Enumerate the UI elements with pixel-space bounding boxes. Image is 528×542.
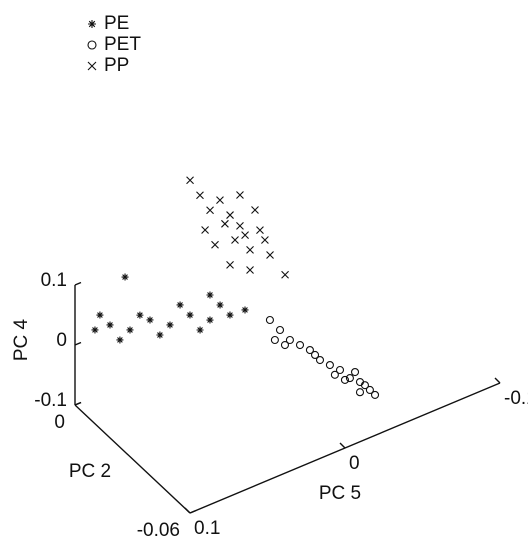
point bbox=[246, 245, 254, 254]
point bbox=[206, 206, 214, 215]
z-tick-label: 0 bbox=[56, 330, 67, 351]
point bbox=[166, 321, 174, 329]
x-axis-label: PC 5 bbox=[319, 483, 361, 504]
point bbox=[370, 390, 380, 399]
point bbox=[196, 191, 204, 200]
legend-marker bbox=[88, 20, 96, 28]
point bbox=[201, 226, 209, 234]
point bbox=[246, 266, 254, 274]
z-tick-label: 0.1 bbox=[41, 270, 67, 291]
legend-label: PE bbox=[104, 13, 129, 34]
point bbox=[325, 361, 334, 370]
y-tick-label: 0 bbox=[54, 412, 65, 433]
x-tick bbox=[184, 507, 191, 514]
point bbox=[355, 388, 365, 397]
point bbox=[270, 335, 279, 345]
point bbox=[340, 375, 350, 384]
point bbox=[236, 222, 244, 230]
point bbox=[256, 226, 264, 234]
point bbox=[146, 316, 154, 324]
point bbox=[275, 325, 285, 335]
point bbox=[251, 206, 259, 214]
y-tick-label: -0.06 bbox=[137, 520, 180, 541]
x-tick bbox=[339, 442, 346, 449]
y-tick bbox=[189, 509, 197, 514]
x-tick-label: 0 bbox=[349, 453, 360, 474]
y-axis-label: PC 2 bbox=[69, 461, 111, 482]
point bbox=[196, 326, 204, 334]
point bbox=[106, 321, 114, 329]
z-tick-label: -0.1 bbox=[34, 390, 67, 411]
legend-label: PP bbox=[104, 55, 129, 76]
point bbox=[261, 236, 269, 244]
point bbox=[186, 176, 194, 185]
z-tick bbox=[74, 341, 82, 346]
y-tick bbox=[74, 401, 82, 406]
point bbox=[280, 340, 290, 350]
point bbox=[236, 191, 244, 199]
point bbox=[221, 219, 229, 228]
z-axis-label: PC 4 bbox=[11, 318, 32, 361]
x-tick-label: -0.1 bbox=[504, 388, 528, 409]
point bbox=[226, 260, 234, 269]
point bbox=[91, 326, 99, 334]
point bbox=[295, 340, 305, 350]
point bbox=[116, 336, 124, 344]
point bbox=[226, 211, 234, 219]
point bbox=[206, 291, 214, 299]
x-tick bbox=[494, 377, 501, 384]
point bbox=[226, 311, 234, 319]
point bbox=[360, 381, 369, 390]
point bbox=[96, 311, 104, 319]
point bbox=[136, 311, 144, 319]
point bbox=[156, 331, 164, 339]
legend-label: PET bbox=[104, 34, 141, 55]
point bbox=[231, 236, 239, 244]
point bbox=[266, 251, 274, 259]
point bbox=[216, 301, 224, 309]
point bbox=[241, 231, 249, 240]
legend-marker bbox=[87, 40, 97, 50]
point bbox=[121, 273, 129, 281]
point bbox=[281, 270, 289, 279]
point bbox=[350, 368, 360, 377]
point bbox=[241, 306, 249, 314]
z-tick bbox=[74, 281, 82, 286]
point bbox=[211, 240, 219, 249]
point bbox=[305, 345, 314, 355]
point bbox=[216, 196, 224, 204]
point bbox=[265, 315, 274, 325]
x-tick-label: 0.1 bbox=[194, 518, 220, 539]
point bbox=[310, 350, 320, 360]
point bbox=[176, 301, 184, 309]
point bbox=[206, 316, 214, 324]
point bbox=[330, 370, 339, 379]
point bbox=[126, 326, 134, 334]
y-axis bbox=[74, 404, 191, 514]
legend-marker bbox=[87, 61, 97, 71]
point bbox=[186, 311, 194, 319]
